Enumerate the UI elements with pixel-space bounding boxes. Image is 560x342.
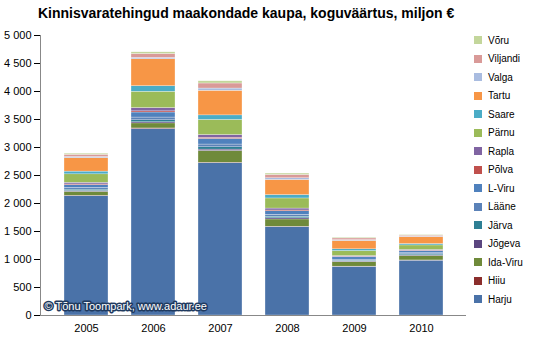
- svg-text:3 500: 3 500: [4, 113, 32, 125]
- html-text:Ida-Viru: Ida-Viru: [488, 256, 523, 268]
- svg-text:2006: 2006: [141, 322, 165, 334]
- svg-text:5 000: 5 000: [4, 29, 32, 41]
- svg-text:500: 500: [13, 281, 31, 293]
- svg-text:2005: 2005: [74, 322, 98, 334]
- html-text:Kinnisvaratehingud maakondade: Kinnisvaratehingud maakondade kaupa, kog…: [38, 5, 455, 21]
- svg-text:© Tõnu Toompark, www.adaur.ee: © Tõnu Toompark, www.adaur.ee: [45, 300, 207, 312]
- html-text:Pärnu: Pärnu: [488, 127, 515, 139]
- svg-text:2009: 2009: [342, 322, 366, 334]
- svg-text:0: 0: [25, 309, 31, 321]
- svg-text:3 000: 3 000: [4, 141, 32, 153]
- svg-text:2008: 2008: [275, 322, 299, 334]
- svg-text:2 500: 2 500: [4, 169, 32, 181]
- html-text:Valga: Valga: [488, 71, 513, 83]
- svg-text:2010: 2010: [409, 322, 433, 334]
- html-text:Lääne: Lääne: [488, 201, 516, 213]
- svg-text:1 500: 1 500: [4, 225, 32, 237]
- svg-text:2 000: 2 000: [4, 197, 32, 209]
- svg-text:1 000: 1 000: [4, 253, 32, 265]
- html-text:Harju: Harju: [488, 293, 512, 305]
- svg-text:2007: 2007: [208, 322, 232, 334]
- html-text:Rapla: Rapla: [488, 145, 515, 157]
- html-text:Võru: Võru: [488, 34, 510, 46]
- svg-text:4 000: 4 000: [4, 85, 32, 97]
- html-text:Tartu: Tartu: [488, 90, 511, 102]
- svg-text:4 500: 4 500: [4, 57, 32, 69]
- html-text:Põlva: Põlva: [488, 164, 513, 176]
- html-text:Hiiu: Hiiu: [488, 275, 506, 287]
- html-text:Viljandi: Viljandi: [488, 53, 521, 65]
- html-text:Jõgeva: Jõgeva: [488, 238, 521, 250]
- html-text:L-Viru: L-Viru: [488, 182, 515, 194]
- html-text:Saare: Saare: [488, 108, 515, 120]
- html-text:Järva: Järva: [488, 219, 513, 231]
